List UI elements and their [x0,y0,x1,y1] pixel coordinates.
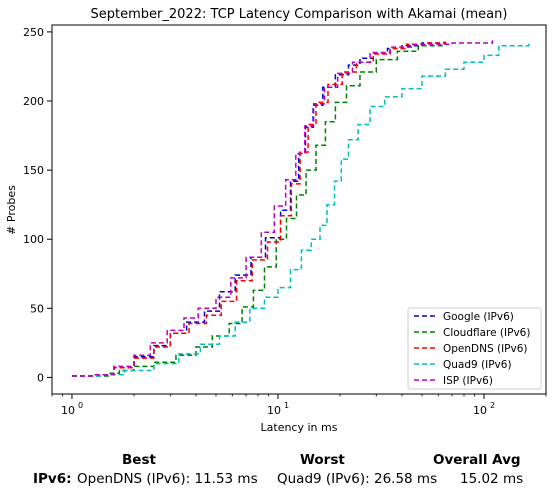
y-axis-ticks: 0 50 100 150 200 250 [23,26,52,384]
stats-summary: Best Worst Overall Avg IPv6: OpenDNS (IP… [0,446,555,496]
y-tick-label: 50 [30,302,44,315]
worst-value: Quad9 (IPv6): 26.58 ms [277,471,438,487]
overall-avg-value: 15.02 ms [460,471,524,487]
legend-label: Google (IPv6) [443,311,514,323]
series-line [72,41,447,377]
x-tick-label: 10 [473,404,487,417]
legend-box [407,307,542,390]
legend: Google (IPv6) Cloudflare (IPv6) OpenDNS (I… [407,307,542,390]
x-tick-exponent: 2 [490,401,495,410]
x-tick-exponent: 1 [284,401,289,410]
chart-title: September_2022: TCP Latency Comparison w… [91,7,508,22]
x-axis-label: Latency in ms [261,421,338,434]
ipv6-row-label: IPv6: [33,471,72,487]
overall-avg-header: Overall Avg [433,452,521,468]
legend-label: OpenDNS (IPv6) [443,343,528,355]
series-line [72,41,530,377]
y-tick-label: 0 [37,371,44,384]
y-tick-label: 200 [23,95,44,108]
series-line [72,41,447,377]
series-line [72,40,494,377]
best-value: OpenDNS (IPv6): 11.53 ms [77,471,258,487]
legend-label: Quad9 (IPv6) [443,359,512,371]
best-header: Best [122,452,156,468]
worst-header: Worst [300,452,345,468]
x-tick-label: 10 [267,404,281,417]
latency-chart: September_2022: TCP Latency Comparison w… [5,7,547,434]
series-line [72,41,445,377]
y-tick-label: 150 [23,164,44,177]
y-axis-label: # Probes [5,185,18,235]
y-tick-label: 250 [23,26,44,39]
plot-area [51,24,547,395]
legend-label: ISP (IPv6) [443,375,493,387]
x-tick-label: 10 [61,404,75,417]
x-axis-ticks: 10 0 10 1 10 2 [51,394,547,417]
x-tick-exponent: 0 [78,401,83,410]
y-tick-label: 100 [23,233,44,246]
legend-label: Cloudflare (IPv6) [443,327,530,339]
series-lines [72,40,530,377]
